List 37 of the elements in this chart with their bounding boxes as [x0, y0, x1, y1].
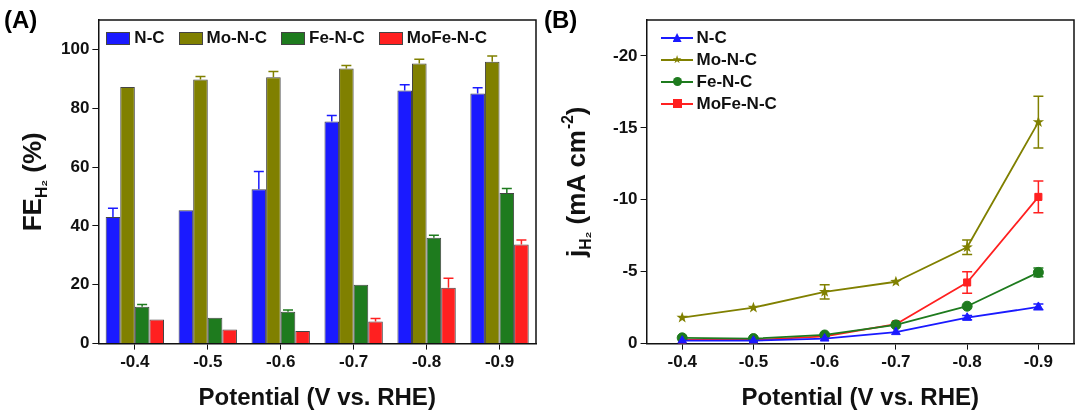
y-tick-label: 100 — [60, 39, 90, 59]
x-tick-label: -0.7 — [881, 352, 911, 372]
x-tick-label: -0.4 — [667, 352, 698, 372]
x-tick-label: -0.5 — [193, 352, 223, 372]
x-tick-label: -0.5 — [738, 352, 769, 372]
y-tick-label: 0 — [79, 333, 90, 353]
x-axis-title: Potential (V vs. RHE) — [198, 382, 436, 410]
x-tick-label: -0.6 — [810, 352, 840, 372]
x-tick-label: -0.8 — [411, 352, 442, 372]
x-tick-label: -0.9 — [484, 352, 515, 372]
x-tick-label: -0.9 — [1023, 352, 1054, 372]
legend-label: MoFe-N-C — [406, 28, 487, 48]
x-axis-title: Potential (V vs. RHE) — [741, 382, 979, 410]
y-tick-label: -15 — [612, 117, 638, 137]
x-tick-label: -0.4 — [120, 352, 151, 372]
y-tick-label: 40 — [70, 215, 90, 235]
legend-label: Fe-N-C — [309, 28, 365, 48]
legend-label: Mo-N-C — [696, 50, 757, 70]
y-tick-label: 80 — [70, 97, 90, 117]
y-axis-title: jH₂ (mA cm-2) — [559, 106, 595, 259]
x-tick-label: -0.6 — [266, 352, 296, 372]
y-tick-label: -10 — [612, 189, 638, 209]
y-tick-label: -20 — [612, 45, 638, 65]
chart-title: (A) — [4, 6, 38, 34]
y-tick-label: -5 — [622, 261, 638, 281]
y-tick-label: 0 — [628, 333, 638, 353]
y-axis-title: FEH₂ (%) — [17, 132, 51, 232]
x-tick-label: -0.7 — [339, 352, 369, 372]
legend-label: Mo-N-C — [206, 28, 267, 48]
x-tick-label: -0.8 — [952, 352, 982, 372]
y-tick-label: 60 — [70, 156, 90, 176]
legend-label: N-C — [134, 28, 165, 48]
chart-title: (B) — [544, 6, 578, 34]
legend-label: MoFe-N-C — [696, 94, 777, 114]
legend-label: N-C — [696, 28, 727, 48]
y-tick-label: 20 — [70, 274, 90, 294]
legend-label: Fe-N-C — [696, 72, 753, 92]
